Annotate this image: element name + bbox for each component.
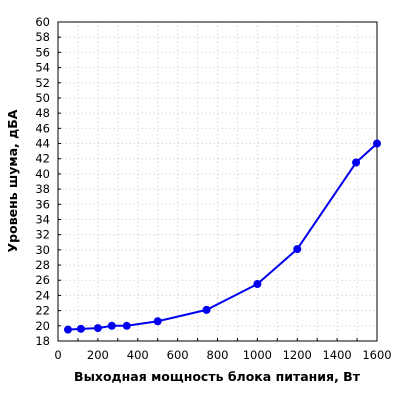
data-point: [202, 305, 211, 314]
x-tick-label: 0: [54, 348, 61, 362]
data-point: [122, 321, 131, 330]
y-tick-label: 30: [35, 243, 50, 257]
y-tick-label: 20: [35, 319, 50, 333]
plot-area-frame: [57, 21, 378, 342]
y-tick-label: 44: [35, 137, 50, 151]
series-group: [63, 139, 381, 334]
x-tick-label: 800: [207, 348, 229, 362]
data-point: [293, 245, 302, 254]
y-tick-label: 46: [35, 121, 50, 135]
y-tick-label: 26: [35, 273, 50, 287]
y-tick-label: 56: [35, 45, 50, 59]
series-line: [67, 142, 378, 331]
x-axis-label: Выходная мощность блока питания, Вт: [74, 369, 361, 384]
y-tick-label: 28: [35, 258, 50, 272]
x-tick-label: 1200: [283, 348, 312, 362]
x-tick-label: 600: [167, 348, 189, 362]
x-tick-label: 200: [87, 348, 109, 362]
x-axis-ticks: 0 200 400 600 800 1000 1200 1400 1600: [54, 338, 392, 362]
y-tick-label: 54: [35, 61, 50, 75]
y-tick-label: 50: [35, 91, 50, 105]
y-tick-label: 22: [35, 304, 50, 318]
data-point: [93, 324, 102, 333]
grid: [58, 22, 377, 341]
y-axis-label: Уровень шума, дБА: [5, 109, 20, 252]
data-point: [153, 317, 162, 326]
data-point: [253, 280, 262, 289]
data-point: [107, 321, 116, 330]
y-tick-label: 18: [35, 334, 50, 348]
y-tick-label: 42: [35, 152, 50, 166]
y-tick-label: 36: [35, 197, 50, 211]
x-tick-label: 1400: [322, 348, 351, 362]
y-tick-label: 32: [35, 228, 50, 242]
x-tick-label: 1000: [243, 348, 272, 362]
data-point: [373, 139, 381, 148]
y-tick-label: 48: [35, 106, 50, 120]
y-tick-label: 38: [35, 182, 50, 196]
data-point: [352, 158, 361, 167]
data-point: [63, 325, 72, 334]
x-tick-label: 400: [127, 348, 149, 362]
y-tick-label: 34: [35, 212, 50, 226]
y-tick-label: 24: [35, 288, 50, 302]
x-tick-label: 1600: [362, 348, 391, 362]
y-tick-label: 52: [35, 76, 50, 90]
y-tick-label: 60: [35, 15, 50, 29]
y-tick-label: 40: [35, 167, 50, 181]
y-tick-label: 58: [35, 30, 50, 44]
data-point: [76, 324, 85, 333]
